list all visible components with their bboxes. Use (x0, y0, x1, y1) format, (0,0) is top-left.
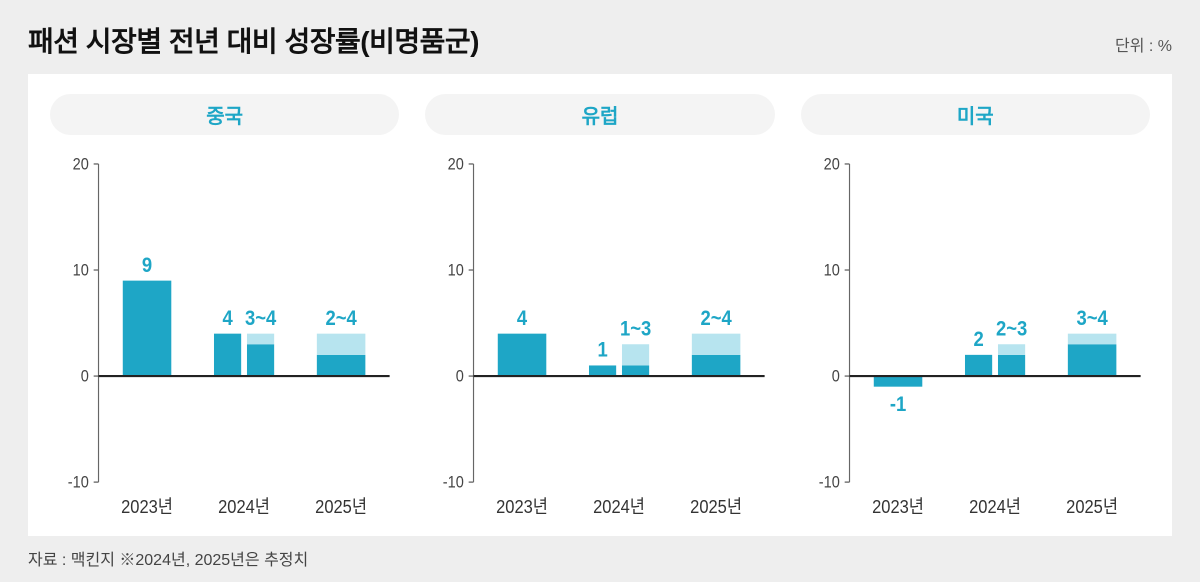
page-title: 패션 시장별 전년 대비 성장률(비명품군) (28, 20, 479, 60)
header-row: 패션 시장별 전년 대비 성장률(비명품군) 단위 : % (28, 20, 1172, 60)
y-tick-label: 20 (823, 156, 840, 174)
panel-1: 유럽 -10 0 10 20 4 2023년 1 1~3 2024년 2~4 2025년 (425, 94, 774, 526)
bar-range (1068, 334, 1117, 345)
bar-value-label: 3~4 (245, 307, 276, 330)
bar-value-label: 9 (142, 254, 152, 277)
bar-solid (622, 365, 649, 376)
bar-solid (692, 355, 741, 376)
bar-value-label: 2~4 (325, 307, 356, 330)
bar-solid (998, 355, 1025, 376)
bar-range (692, 334, 741, 355)
chart-area: -10 0 10 20 -1 2023년 2 2~3 2024년 3~4 2025년 (801, 153, 1150, 526)
chart-area: -10 0 10 20 9 2023년 4 3~4 2024년 2~4 2025년 (50, 153, 399, 526)
bar-solid-neg (873, 376, 922, 387)
panels-row: 중국-100102092023년43~42024년2~42025년유럽-1001… (28, 74, 1172, 536)
bar-chart: -10 0 10 20 4 2023년 1 1~3 2024년 2~4 2025년 (425, 153, 774, 526)
bar-value-label: 3~4 (1076, 307, 1107, 330)
bar-chart: -10 0 10 20 -1 2023년 2 2~3 2024년 3~4 2025년 (801, 153, 1150, 526)
panel-title: 미국 (801, 94, 1150, 135)
y-tick-label: -10 (818, 474, 839, 492)
bar-solid (589, 365, 616, 376)
y-tick-label: 20 (448, 156, 465, 174)
bar-value-label: 2 (973, 328, 983, 351)
bar-value-label: 4 (517, 307, 527, 330)
bar-value-label: -1 (890, 393, 906, 416)
y-tick-label: 0 (831, 368, 839, 386)
bar-range (247, 334, 274, 345)
bar-value-label: 2~4 (701, 307, 732, 330)
bar-chart: -10 0 10 20 9 2023년 4 3~4 2024년 2~4 2025년 (50, 153, 399, 526)
x-category-label: 2024년 (969, 496, 1021, 517)
x-category-label: 2023년 (872, 496, 924, 517)
footer-source: 자료 : 맥킨지 ※2024년, 2025년은 추정치 (28, 546, 1172, 570)
x-category-label: 2025년 (315, 496, 367, 517)
bar-solid (123, 281, 172, 376)
bar-solid (498, 334, 547, 376)
bar-range (998, 344, 1025, 355)
panel-title: 중국 (50, 94, 399, 135)
y-tick-label: -10 (443, 474, 464, 492)
bar-value-label: 2~3 (996, 317, 1027, 340)
y-tick-label: 0 (456, 368, 464, 386)
bar-solid (317, 355, 366, 376)
unit-label: 단위 : % (1115, 32, 1172, 56)
y-tick-label: 10 (73, 262, 90, 280)
bar-value-label: 4 (222, 307, 232, 330)
bar-solid (1068, 344, 1117, 376)
chart-container: 패션 시장별 전년 대비 성장률(비명품군) 단위 : % 중국-1001020… (0, 0, 1200, 582)
x-category-label: 2023년 (496, 496, 548, 517)
y-tick-label: 0 (81, 368, 89, 386)
panel-0: 중국 -10 0 10 20 9 2023년 4 3~4 2024년 2~4 2025년 (50, 94, 399, 526)
chart-area: -10 0 10 20 4 2023년 1 1~3 2024년 2~4 2025년 (425, 153, 774, 526)
y-tick-label: 10 (448, 262, 465, 280)
bar-value-label: 1 (598, 339, 608, 362)
x-category-label: 2025년 (691, 496, 743, 517)
x-category-label: 2024년 (593, 496, 645, 517)
bar-value-label: 1~3 (620, 317, 651, 340)
bar-range (622, 344, 649, 365)
x-category-label: 2024년 (218, 496, 270, 517)
panel-title: 유럽 (425, 94, 774, 135)
x-category-label: 2025년 (1066, 496, 1118, 517)
y-tick-label: -10 (68, 474, 89, 492)
bar-solid (965, 355, 992, 376)
panel-2: 미국 -10 0 10 20 -1 2023년 2 2~3 2024년 3~4 2025년 (801, 94, 1150, 526)
x-category-label: 2023년 (121, 496, 173, 517)
y-tick-label: 10 (823, 262, 840, 280)
bar-solid (247, 344, 274, 376)
y-tick-label: 20 (73, 156, 90, 174)
bar-solid (214, 334, 241, 376)
bar-range (317, 334, 366, 355)
